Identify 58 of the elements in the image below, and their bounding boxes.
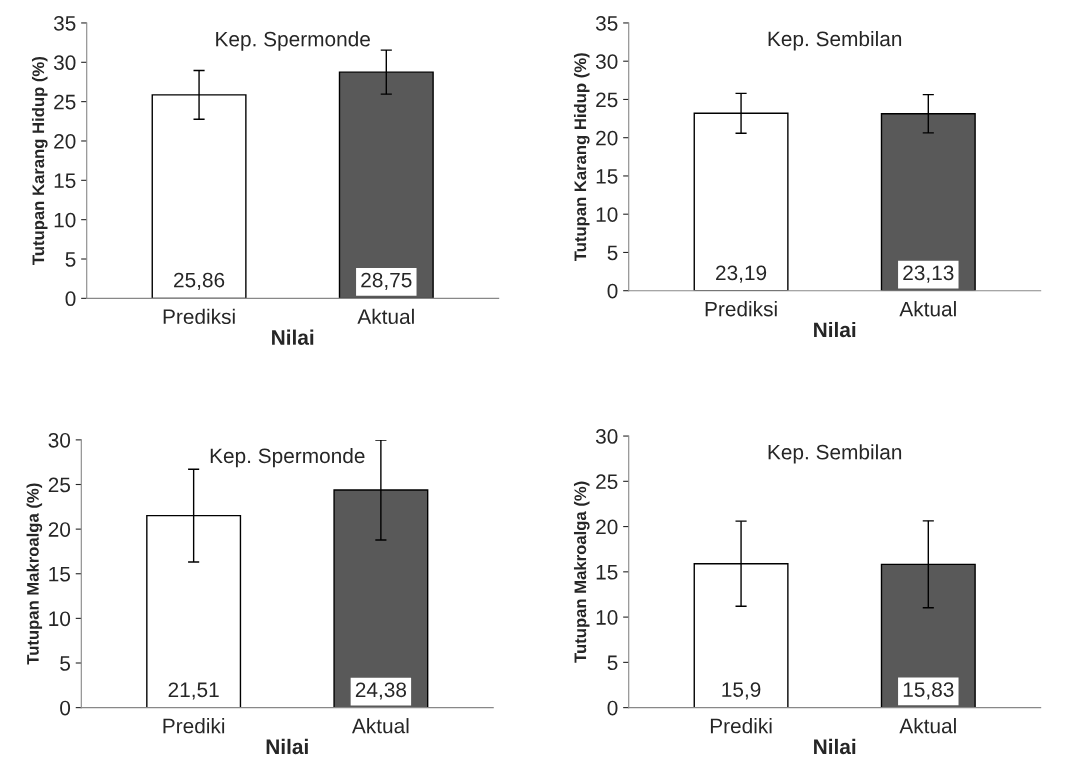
data-label: 15,83 <box>903 682 954 700</box>
y-tick-label: 10 <box>54 212 76 228</box>
y-tick-label: 35 <box>53 15 76 31</box>
y-axis-title: Tutupan Makroalga (%) <box>573 481 590 663</box>
y-axis-title: Tutupan Makroalga (%) <box>26 483 43 665</box>
data-label: 24,38 <box>355 682 407 700</box>
x-tick-label: Aktual <box>357 308 414 325</box>
x-tick-label: Aktual <box>899 301 956 317</box>
y-tick-label: 0 <box>607 700 618 716</box>
y-tick-label: 0 <box>607 283 618 299</box>
y-tick-label: 5 <box>607 245 618 261</box>
y-tick-label: 30 <box>53 55 76 71</box>
chart-title: Kep. Spermonde <box>216 31 370 51</box>
chart-title: Kep. Sembilan <box>768 30 902 51</box>
chart-title: Kep. Spermonde <box>210 447 365 468</box>
y-tick-label: 5 <box>65 252 76 267</box>
y-tick-label: 30 <box>595 429 618 444</box>
x-axis-title: Nilai <box>272 329 314 345</box>
x-tick-label: Prediksi <box>705 301 777 317</box>
y-tick-label: 35 <box>595 15 618 31</box>
y-tick-label: 30 <box>48 432 71 448</box>
x-axis-title: Nilai <box>266 738 308 755</box>
y-tick-label: 0 <box>60 700 71 716</box>
x-axis-title: Nilai <box>814 738 856 755</box>
y-tick-label: 30 <box>595 54 618 69</box>
y-tick-label: 20 <box>596 130 618 146</box>
y-tick-label: 20 <box>48 522 71 537</box>
y-tick-label: 25 <box>596 92 618 108</box>
x-tick-label: Aktual <box>351 718 409 734</box>
y-tick-label: 5 <box>607 655 618 671</box>
data-label: 23,19 <box>716 265 767 283</box>
x-tick-label: Prediksi <box>163 308 235 325</box>
y-tick-label: 20 <box>596 519 618 535</box>
data-label: 28,75 <box>361 272 412 290</box>
data-label: 15,9 <box>722 682 761 700</box>
y-tick-label: 15 <box>596 169 618 184</box>
y-tick-label: 15 <box>54 173 76 189</box>
y-tick-label: 10 <box>49 611 71 627</box>
x-axis-title: Nilai <box>814 321 856 338</box>
y-tick-label: 25 <box>54 94 76 110</box>
chart-title: Kep. Sembilan <box>768 444 902 464</box>
y-tick-label: 20 <box>54 133 76 149</box>
y-tick-label: 5 <box>60 656 71 671</box>
y-tick-label: 25 <box>48 477 71 493</box>
data-label: 21,51 <box>168 682 219 700</box>
y-tick-label: 25 <box>596 474 618 490</box>
data-label: 25,86 <box>174 272 225 290</box>
y-tick-label: 15 <box>596 565 618 580</box>
x-tick-label: Prediki <box>163 718 225 734</box>
data-label: 23,13 <box>903 265 954 283</box>
y-axis-title: Tutupan Karang Hidup (%) <box>31 57 48 265</box>
x-tick-label: Aktual <box>899 718 956 734</box>
y-axis-title: Tutupan Karang Hidup (%) <box>573 53 590 262</box>
x-tick-label: Prediki <box>710 718 772 734</box>
y-tick-label: 0 <box>65 291 76 307</box>
y-tick-label: 15 <box>49 566 71 582</box>
y-tick-label: 10 <box>596 610 618 625</box>
y-tick-label: 10 <box>596 207 618 222</box>
